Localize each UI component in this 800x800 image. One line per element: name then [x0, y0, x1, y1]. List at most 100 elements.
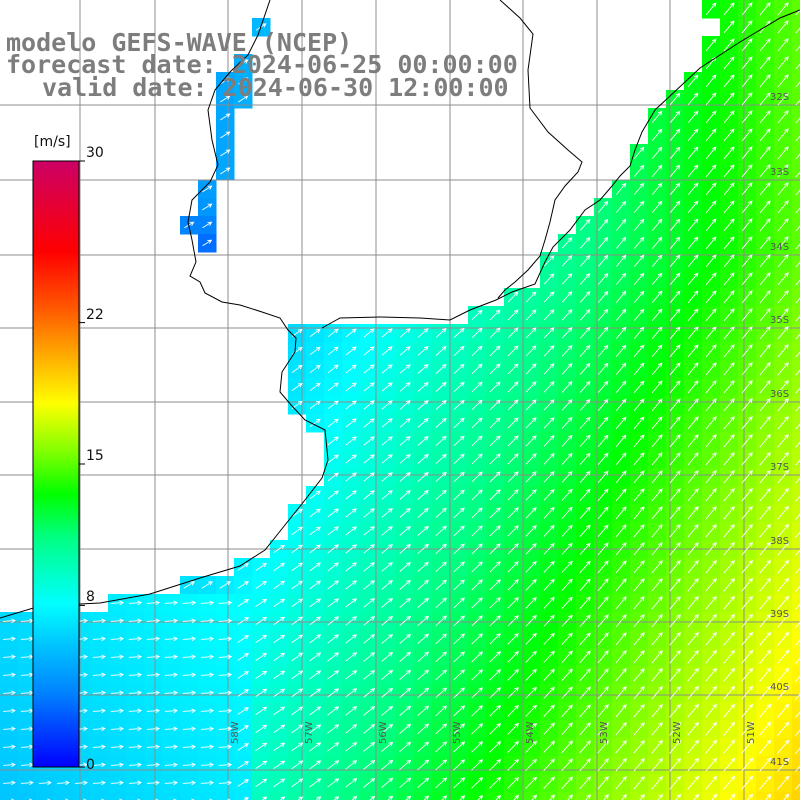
wind-arrow: [200, 618, 215, 624]
wind-arrow: [723, 308, 735, 322]
wind-arrow: [128, 726, 143, 732]
wind-arrow: [705, 775, 718, 790]
wind-arrow: [615, 668, 627, 682]
wind-arrow: [471, 633, 483, 645]
wind-speed-cell: [792, 594, 800, 613]
wind-arrow: [513, 794, 520, 800]
wind-arrow: [363, 742, 376, 752]
wind-arrow: [639, 793, 645, 800]
wind-speed-cell: [792, 630, 800, 649]
wind-arrow: [777, 595, 790, 610]
wind-arrow: [759, 721, 772, 736]
wind-arrow: [291, 364, 303, 373]
wind-arrow: [417, 777, 430, 789]
wind-arrow: [489, 615, 501, 627]
wind-arrow: [237, 634, 250, 643]
wind-speed-cell: [702, 792, 721, 800]
wind-arrow: [345, 364, 357, 374]
wind-arrow: [794, 783, 800, 790]
wind-arrow: [345, 346, 357, 356]
wind-arrow: [615, 632, 627, 646]
wind-arrow: [237, 652, 250, 661]
wind-arrow: [615, 308, 627, 321]
wind-arrow: [567, 794, 573, 800]
wind-arrow: [759, 452, 771, 466]
wind-arrow: [471, 489, 483, 501]
wind-speed-cell: [144, 792, 163, 800]
wind-arrow: [777, 74, 789, 88]
wind-arrow: [417, 328, 429, 338]
wind-speed-cell: [792, 648, 800, 667]
wind-arrow: [477, 795, 484, 800]
wind-arrow: [759, 398, 771, 412]
wind-arrow: [525, 614, 537, 627]
wind-arrow: [705, 146, 717, 160]
wind-arrow: [795, 585, 800, 592]
wind-arrow: [417, 399, 429, 410]
wind-arrow: [507, 615, 519, 627]
wind-arrow: [561, 434, 573, 447]
wind-arrow: [723, 667, 736, 682]
wind-arrow: [687, 452, 699, 466]
wind-arrow: [777, 434, 789, 448]
wind-arrow: [615, 596, 627, 610]
wind-arrow: [2, 654, 16, 660]
wind-speed-cell: [792, 684, 800, 703]
wind-arrow: [795, 549, 800, 556]
wind-arrow: [363, 472, 375, 482]
wind-arrow: [597, 740, 609, 754]
wind-arrow: [795, 333, 800, 340]
wind-arrow: [255, 706, 268, 716]
wind-arrow: [597, 560, 609, 574]
wind-arrow: [525, 632, 537, 645]
wind-arrow: [669, 668, 681, 682]
wind-arrow: [741, 434, 753, 448]
wind-arrow: [92, 690, 107, 696]
wind-arrow: [615, 776, 627, 790]
wind-arrow: [687, 362, 699, 376]
wind-arrow: [615, 362, 627, 375]
wind-arrow: [759, 218, 771, 232]
wind-arrow: [705, 757, 718, 772]
wind-arrow: [435, 669, 447, 681]
wind-arrow: [723, 272, 735, 286]
wind-arrow: [711, 793, 717, 800]
wind-arrow: [128, 600, 143, 606]
wind-arrow: [110, 762, 124, 768]
wind-arrow: [182, 636, 197, 642]
wind-arrow: [489, 687, 501, 699]
wind-arrow: [723, 775, 736, 790]
wind-arrow: [741, 308, 753, 322]
wind-arrow: [399, 418, 411, 428]
wind-speed-cell: [738, 792, 757, 800]
wind-arrow: [705, 542, 717, 556]
wind-arrow: [489, 507, 501, 519]
wind-arrow: [597, 398, 609, 411]
wind-arrow: [453, 345, 465, 356]
wind-arrow: [543, 363, 555, 375]
wind-arrow: [705, 74, 717, 88]
wind-arrow: [795, 711, 800, 718]
wind-arrow: [651, 632, 663, 646]
wind-arrow: [489, 579, 501, 591]
wind-arrow: [327, 436, 339, 446]
longitude-label: 53W: [599, 721, 610, 744]
wind-arrow: [507, 363, 519, 375]
wind-arrow: [651, 380, 663, 394]
wind-arrow: [453, 615, 465, 627]
wind-arrow: [237, 670, 249, 679]
wind-arrow: [579, 596, 591, 610]
wind-arrow: [92, 654, 107, 660]
wind-arrow: [597, 632, 609, 646]
wind-arrow: [561, 524, 573, 537]
wind-arrow: [345, 760, 358, 770]
wind-arrow: [687, 667, 699, 682]
wind-arrow: [417, 453, 429, 464]
wind-arrow: [615, 758, 627, 772]
wind-arrow: [616, 236, 627, 249]
wind-arrow: [399, 346, 411, 356]
wind-arrow: [777, 451, 789, 466]
wind-arrow: [705, 613, 717, 628]
wind-arrow: [507, 453, 519, 465]
wind-arrow: [687, 524, 699, 538]
